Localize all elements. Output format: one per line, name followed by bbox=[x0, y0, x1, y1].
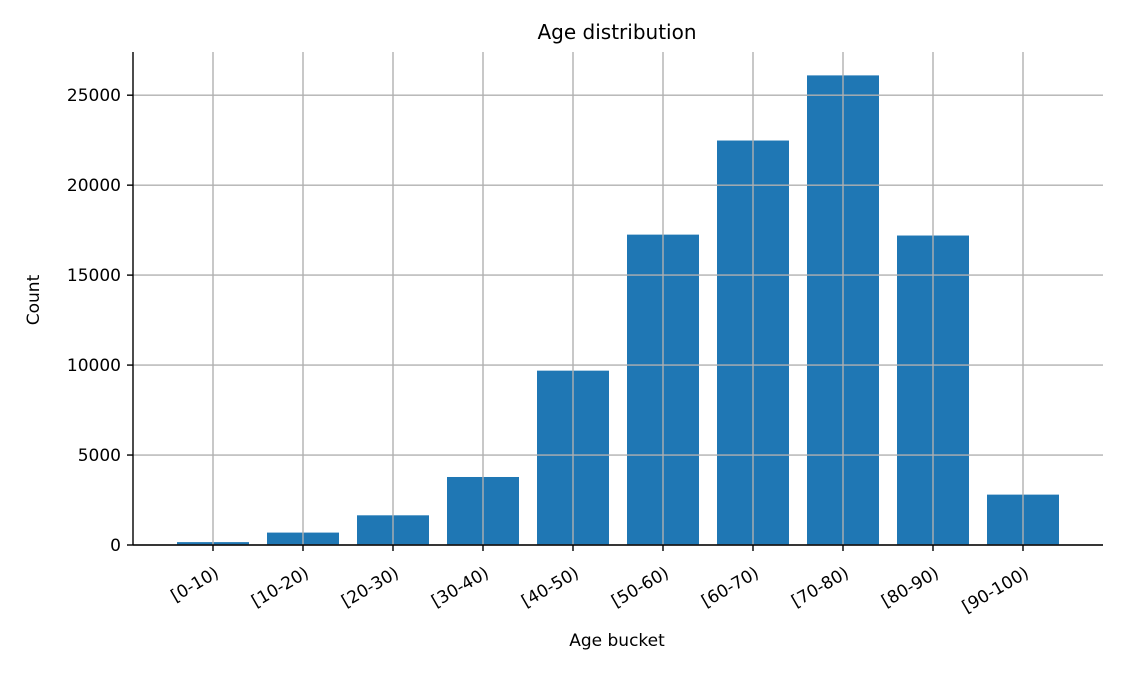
x-tick-label: [10-20) bbox=[248, 563, 312, 612]
x-tick-label: [90-100) bbox=[959, 563, 1033, 617]
y-tick-label: 0 bbox=[110, 536, 121, 556]
x-tick-label: [20-30) bbox=[338, 563, 402, 612]
y-tick-label: 5000 bbox=[78, 446, 121, 466]
y-tick-label: 15000 bbox=[67, 266, 121, 286]
axes bbox=[127, 52, 1103, 551]
x-tick-label: [0-10) bbox=[168, 563, 223, 606]
y-tick-label: 10000 bbox=[67, 356, 121, 376]
x-tick-label: [40-50) bbox=[518, 563, 582, 612]
x-tick-label: [80-90) bbox=[878, 563, 942, 612]
x-tick-label: [60-70) bbox=[698, 563, 762, 612]
y-tick-label: 25000 bbox=[67, 86, 121, 106]
y-axis-title: Count bbox=[24, 274, 44, 325]
x-tick-label: [50-60) bbox=[608, 563, 672, 612]
chart-title: Age distribution bbox=[537, 20, 696, 44]
x-axis-title: Age bucket bbox=[569, 631, 665, 651]
x-tick-label: [70-80) bbox=[788, 563, 852, 612]
bars bbox=[177, 75, 1059, 546]
x-tick-label: [30-40) bbox=[428, 563, 492, 612]
y-tick-label: 20000 bbox=[67, 176, 121, 196]
